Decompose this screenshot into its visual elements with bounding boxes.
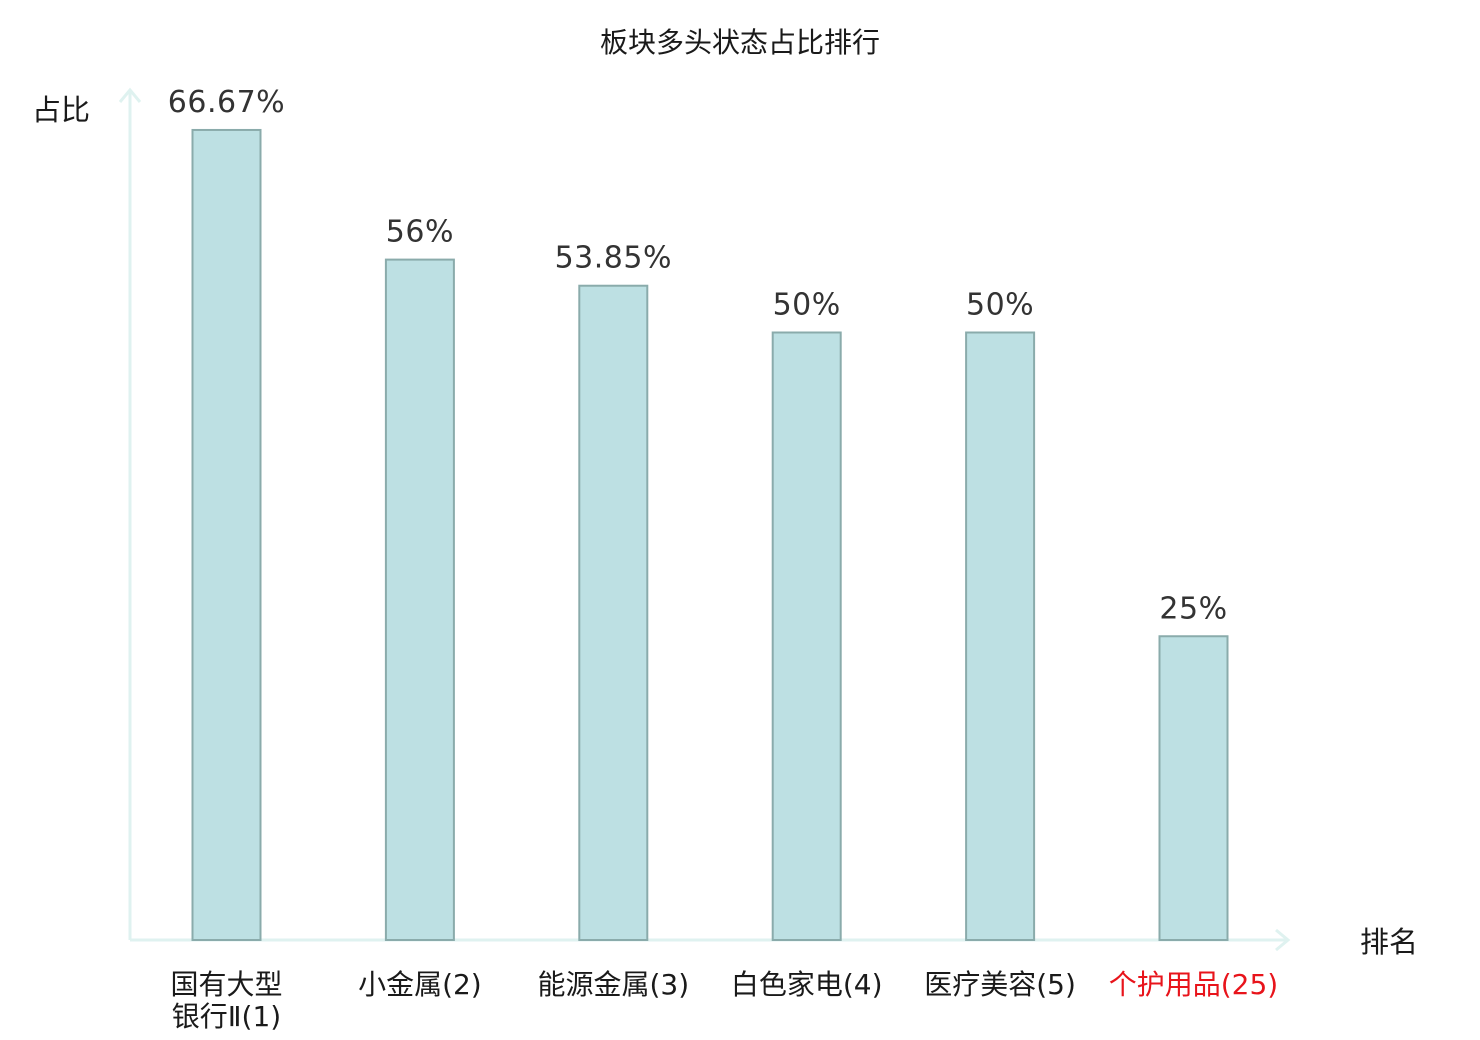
category-label-line: 小金属(2) [358, 968, 482, 1001]
category-label-line: 国有大型 [170, 968, 282, 1001]
category-label-1: 国有大型银行Ⅱ(1) [170, 968, 282, 1033]
category-label-5: 医疗美容(5) [924, 968, 1076, 1001]
bar-3 [578, 284, 649, 942]
value-label-6: 25% [1159, 591, 1227, 626]
bar-5 [965, 331, 1036, 941]
category-label-3: 能源金属(3) [537, 968, 689, 1001]
bar-1 [191, 128, 262, 942]
category-label-line: 医疗美容(5) [924, 968, 1076, 1001]
value-label-5: 50% [966, 288, 1034, 323]
x-axis-title: 排名 [1360, 925, 1418, 959]
y-axis-title: 占比 [32, 93, 90, 127]
category-label-line: 能源金属(3) [537, 968, 689, 1001]
category-label-line: 银行Ⅱ(1) [172, 1000, 281, 1033]
value-labels: 66.67% 56% 53.85% 50% 50% 25% [168, 85, 1227, 626]
category-label-line: 白色家电(4) [731, 968, 883, 1001]
bar-series [191, 128, 1229, 942]
category-labels: 国有大型银行Ⅱ(1) 小金属(2) 能源金属(3) 白色家电(4) 医疗美容(5) 个护用… [170, 968, 1278, 1033]
category-label-4: 白色家电(4) [731, 968, 883, 1001]
bar-6 [1158, 635, 1229, 941]
value-label-4: 50% [773, 288, 841, 323]
category-label-2: 小金属(2) [358, 968, 482, 1001]
category-label-6: 个护用品(25) [1109, 968, 1278, 1001]
chart-title: 板块多头状态占比排行 [600, 26, 880, 59]
x-axis [130, 928, 1291, 952]
bar-4 [771, 331, 842, 941]
bar-2 [384, 258, 455, 942]
category-label-line: 个护用品(25) [1109, 968, 1278, 1001]
y-axis [118, 87, 142, 940]
value-label-3: 53.85% [555, 241, 672, 276]
value-label-2: 56% [386, 215, 454, 250]
value-label-1: 66.67% [168, 85, 285, 120]
